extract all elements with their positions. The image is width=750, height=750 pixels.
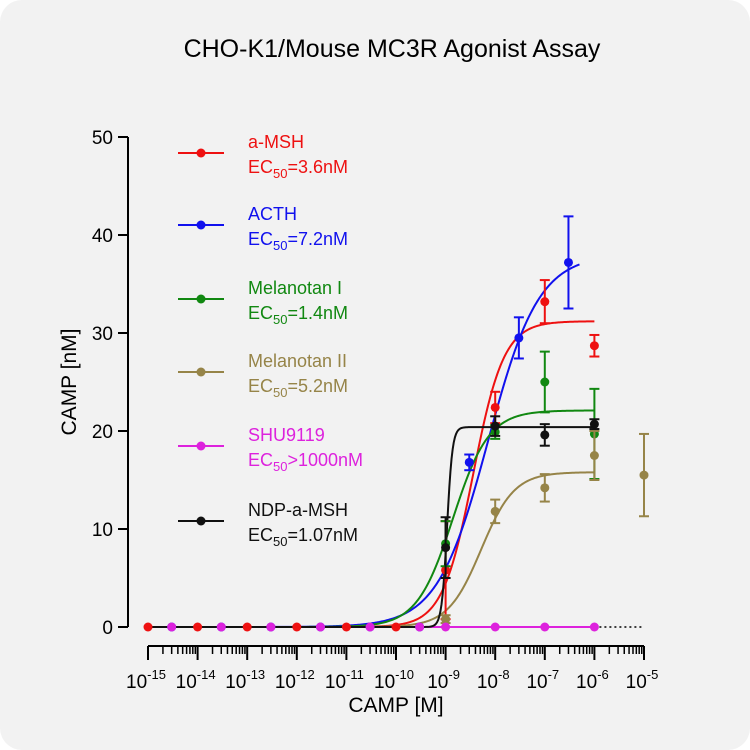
legend-series-name: SHU9119 [248, 425, 325, 445]
y-tick-label: 50 [92, 128, 113, 149]
legend-marker [196, 516, 206, 526]
legend-ec50: EC50>1000nM [248, 450, 363, 474]
legend-marker [196, 148, 206, 158]
data-point [193, 622, 203, 632]
y-tick-label: 20 [92, 422, 113, 443]
data-point [589, 451, 599, 460]
legend-marker [196, 294, 206, 304]
data-point [464, 457, 474, 467]
data-point [441, 543, 451, 553]
data-point [589, 419, 599, 429]
x-tick-label: 10-9 [427, 667, 460, 693]
y-tick-label: 40 [92, 226, 113, 247]
legend-series-name: Melanotan II [248, 351, 347, 371]
data-point [391, 622, 401, 632]
legend-series-name: NDP-a-MSH [248, 500, 348, 520]
data-point [540, 377, 550, 387]
data-point [490, 421, 500, 431]
y-tick-label: 30 [92, 324, 113, 345]
data-point [216, 622, 226, 632]
data-point [341, 622, 351, 632]
data-point [540, 297, 550, 307]
legend-marker [196, 441, 206, 451]
x-tick-label: 10-14 [176, 667, 216, 693]
data-point [563, 257, 573, 267]
data-point [266, 622, 276, 632]
fit-curve [148, 409, 595, 628]
legend-ec50: EC50=3.6nM [248, 157, 348, 181]
x-tick-label: 10-7 [526, 667, 559, 693]
data-point [242, 622, 252, 632]
data-points [143, 215, 649, 632]
data-point [540, 622, 550, 632]
legend-marker [196, 367, 206, 377]
data-point [589, 341, 599, 351]
x-tick-label: 10-11 [325, 667, 364, 693]
chart-title: CHO-K1/Mouse MC3R Agonist Assay [184, 35, 601, 63]
data-point [415, 622, 425, 632]
legend-ec50: EC50=5.2nM [248, 376, 348, 400]
data-point [540, 430, 550, 440]
data-point [514, 333, 524, 343]
data-point [167, 622, 177, 632]
legend-ec50: EC50=1.07nM [248, 525, 358, 549]
y-tick-label: 10 [92, 520, 113, 541]
data-point [441, 622, 451, 632]
x-axis-label: CAMP [M] [348, 694, 443, 717]
y-tick-label: 0 [102, 618, 113, 639]
data-point [365, 622, 375, 632]
x-tick-label: 10-15 [126, 667, 166, 693]
data-point [490, 622, 500, 632]
fit-curve [148, 471, 595, 628]
y-axis-label: CAMP [nM] [58, 329, 81, 436]
fit-curve [148, 426, 595, 628]
fit-curve [148, 320, 595, 628]
legend-series-name: Melanotan I [248, 278, 342, 298]
x-tick-label: 10-13 [225, 667, 265, 693]
data-point [639, 470, 649, 480]
legend-series-name: a-MSH [248, 132, 304, 152]
x-tick-label: 10-10 [374, 667, 414, 693]
legend-series-name: ACTH [248, 204, 297, 224]
legend-marker [196, 220, 206, 230]
legend-ec50: EC50=7.2nM [248, 229, 348, 253]
x-tick-label: 10-5 [626, 667, 659, 693]
data-point [143, 622, 153, 632]
x-tick-label: 10-12 [275, 667, 315, 693]
x-tick-label: 10-6 [576, 667, 609, 693]
legend-ec50: EC50=1.4nM [248, 303, 348, 327]
legend: a-MSH EC50=3.6nM ACTH EC50=7.2nM Melanotan I… [178, 132, 363, 549]
data-point [540, 483, 550, 493]
data-point [490, 402, 500, 412]
data-point [292, 622, 302, 632]
x-tick-label: 10-8 [477, 667, 510, 693]
data-point [315, 622, 325, 632]
data-point [441, 614, 451, 624]
axes: 0 10 20 30 40 50 10-15 10-14 10-13 10-12 10-11 10-1… [92, 128, 658, 693]
data-point [490, 506, 500, 516]
data-point [589, 622, 599, 632]
